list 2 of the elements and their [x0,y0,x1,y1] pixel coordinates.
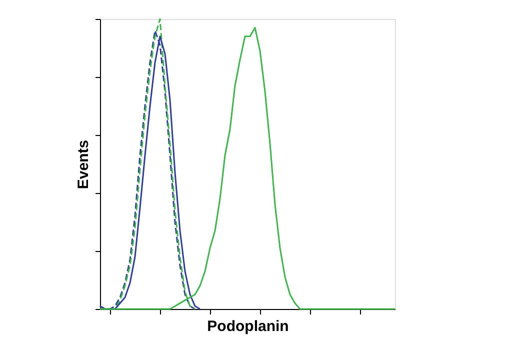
x-axis-title: Podoplanin [207,318,289,335]
y-axis-title: Events [75,140,92,190]
